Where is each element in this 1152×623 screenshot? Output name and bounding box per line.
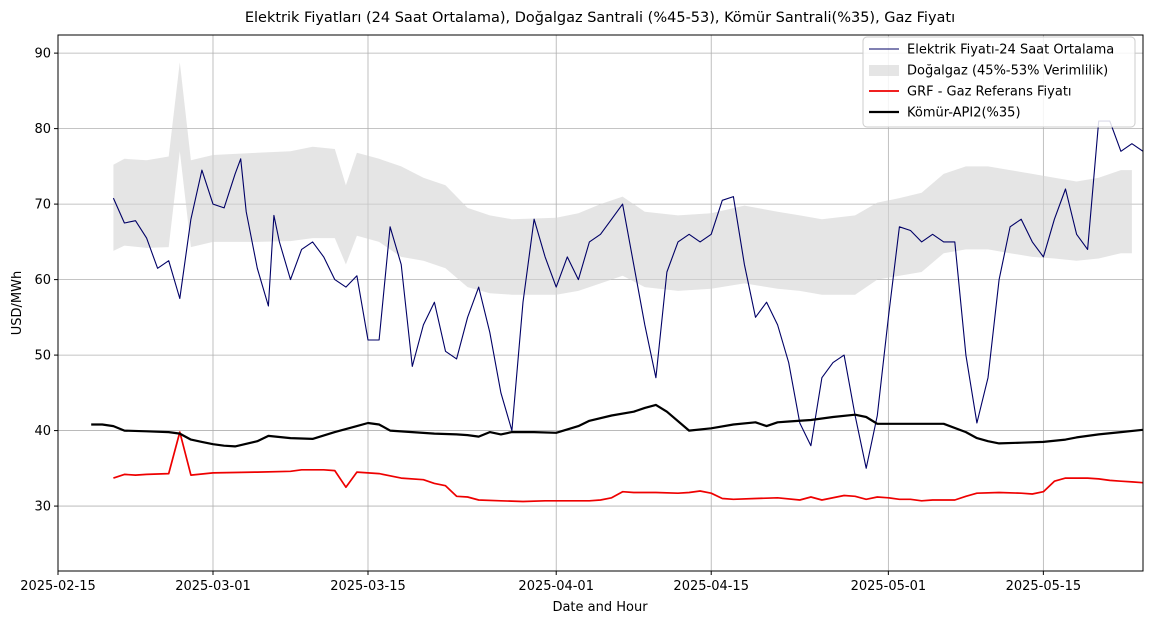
- x-tick-label: 2025-03-15: [330, 579, 406, 594]
- x-tick-label: 2025-05-01: [851, 579, 927, 594]
- legend-entry: GRF - Gaz Referans Fiyatı: [869, 85, 1072, 100]
- legend-label: Kömür-API2(%35): [907, 106, 1021, 121]
- x-tick-label: 2025-02-15: [20, 579, 96, 594]
- x-tick-label: 2025-04-15: [673, 579, 749, 594]
- tick-layer: 2025-02-15 2025-03-01 2025-03-15 2025-04-01…: [20, 47, 1081, 594]
- legend-label: GRF - Gaz Referans Fiyatı: [907, 85, 1072, 100]
- legend: Elektrik Fiyatı-24 Saat Ortalama Doğalgaz…: [862, 36, 1136, 128]
- y-tick-label: 70: [34, 198, 51, 213]
- series-0-line: [112, 120, 1143, 469]
- line-layer: [91, 120, 1143, 503]
- x-tick-label: 2025-05-15: [1006, 579, 1082, 594]
- y-tick-label: 30: [34, 500, 51, 515]
- y-tick-label: 50: [34, 349, 51, 364]
- chart-title: Elektrik Fiyatları (24 Saat Ortalama), D…: [245, 10, 955, 26]
- x-tick-label: 2025-03-01: [175, 579, 251, 594]
- x-tick-label: 2025-04-01: [518, 579, 594, 594]
- plot-frame: [57, 34, 1144, 572]
- legend-entry: Doğalgaz (45%-53% Verimlilik): [869, 64, 1108, 79]
- x-axis-label: Date and Hour: [552, 600, 648, 615]
- series-3-line: [91, 403, 1143, 448]
- y-tick-label: 80: [34, 122, 51, 137]
- legend-box: [862, 36, 1136, 128]
- series-2-line: [113, 431, 1143, 503]
- y-tick-label: 60: [34, 273, 51, 288]
- legend-label: Elektrik Fiyatı-24 Saat Ortalama: [907, 43, 1114, 58]
- series-1-band: [113, 62, 1132, 295]
- band-layer: [113, 62, 1132, 295]
- y-tick-label: 40: [34, 424, 51, 439]
- y-tick-label: 90: [34, 47, 51, 62]
- legend-entry: Kömür-API2(%35): [869, 106, 1021, 121]
- legend-swatch: [869, 65, 899, 76]
- legend-label: Doğalgaz (45%-53% Verimlilik): [907, 64, 1108, 79]
- legend-entry: Elektrik Fiyatı-24 Saat Ortalama: [869, 43, 1114, 58]
- y-axis-label: USD/MWh: [10, 271, 25, 335]
